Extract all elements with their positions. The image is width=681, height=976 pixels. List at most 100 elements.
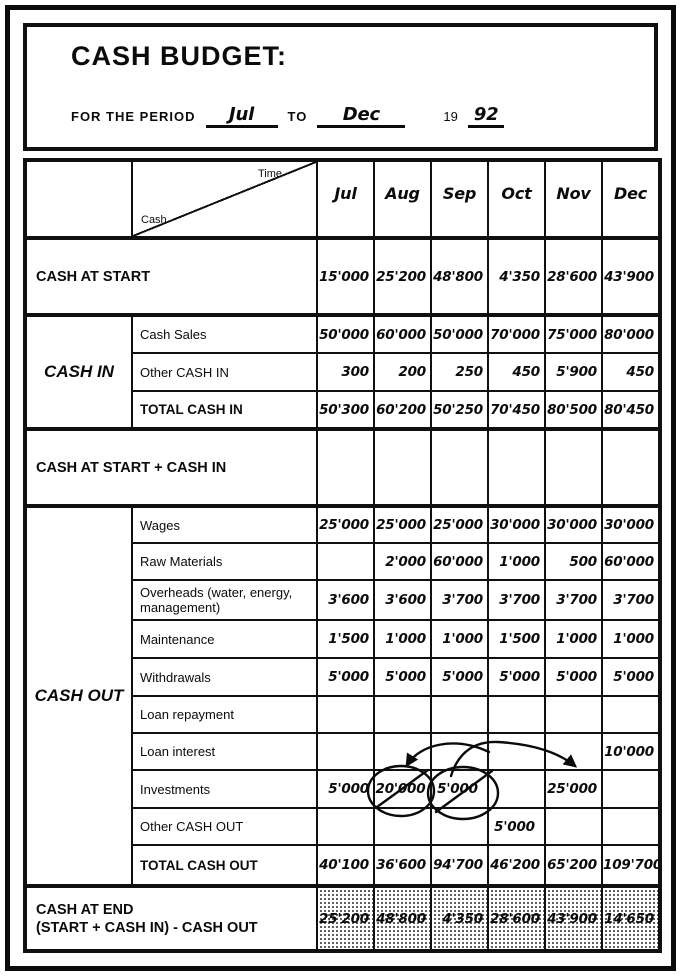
value-cell: 5'000 xyxy=(601,657,661,697)
value-cell-shaded: 48'800 xyxy=(373,884,432,952)
value-cell: 200 xyxy=(373,352,432,392)
month-header-sep: Sep xyxy=(430,159,489,239)
value-cell xyxy=(601,695,661,734)
raw-materials-row: Raw Materials 2'000 60'000 1'000 500 60'… xyxy=(25,542,661,581)
period-from-value: Jul xyxy=(205,105,278,128)
value-cell-shaded: 14'650 xyxy=(601,884,661,952)
table-header-row: Time Cash Jul Aug Sep Oct Nov Dec xyxy=(24,159,661,239)
value-cell: 50'000 xyxy=(430,313,489,354)
other-cash-out-label: Other CASH OUT xyxy=(131,807,318,846)
other-cash-in-label: Other CASH IN xyxy=(131,352,318,392)
value-cell: 15'000 xyxy=(316,236,375,316)
loan-interest-label: Loan interest xyxy=(131,732,318,771)
value-cell: 65'200 xyxy=(544,844,603,887)
value-cell xyxy=(316,807,375,846)
total-cash-in-label: TOTAL CASH IN xyxy=(131,390,318,430)
value-cell: 450 xyxy=(487,352,546,392)
withdrawals-row: Withdrawals 5'000 5'000 5'000 5'000 5'00… xyxy=(25,657,661,697)
value-cell: 60'000 xyxy=(373,313,432,354)
value-cell: 5'000 xyxy=(373,657,432,697)
value-cell: 5'000 xyxy=(430,657,489,697)
start-plus-cash-in-label: CASH AT START + CASH IN xyxy=(24,427,318,507)
value-cell: 2'000 xyxy=(373,542,432,581)
value-cell: 3'600 xyxy=(316,579,375,621)
value-cell: 250 xyxy=(430,352,489,392)
value-cell xyxy=(544,427,603,507)
value-cell xyxy=(544,695,603,734)
value-cell: 50'000 xyxy=(316,313,375,354)
value-cell xyxy=(430,695,489,734)
cash-at-start-row: CASH AT START 15'000 25'200 48'800 4'350… xyxy=(24,236,661,316)
value-cell: 70'000 xyxy=(487,313,546,354)
value-cell xyxy=(316,542,375,581)
value-cell-circled: 20'000 xyxy=(373,769,432,809)
value-cell: 80'000 xyxy=(601,313,661,354)
time-cash-diagonal-cell: Time Cash xyxy=(131,159,318,239)
value-cell: 1'500 xyxy=(487,619,546,659)
month-header-jul: Jul xyxy=(316,159,375,239)
value-cell-shaded: 43'900 xyxy=(544,884,603,952)
value-cell: 30'000 xyxy=(544,504,603,544)
value-cell: 500 xyxy=(544,542,603,581)
outer-frame-border xyxy=(5,5,676,971)
value-cell xyxy=(487,427,546,507)
value-cell: 48'800 xyxy=(430,236,489,316)
cash-axis-label: Cash xyxy=(141,214,167,226)
overheads-label: Overheads (water, energy, management) xyxy=(131,579,318,621)
value-cell xyxy=(487,769,546,809)
loan-repayment-label: Loan repayment xyxy=(131,695,318,734)
value-cell: 5'000 xyxy=(316,657,375,697)
value-cell: 1'000 xyxy=(430,619,489,659)
period-label: FOR THE PERIOD xyxy=(71,109,196,124)
value-cell: 43'900 xyxy=(601,236,661,316)
to-label: TO xyxy=(287,109,308,124)
value-cell: 70'450 xyxy=(487,390,546,430)
value-cell xyxy=(544,732,603,771)
value-cell: 10'000 xyxy=(601,732,661,771)
value-cell xyxy=(430,732,489,771)
raw-materials-label: Raw Materials xyxy=(131,542,318,581)
value-cell: 60'000 xyxy=(601,542,661,581)
loan-repayment-row: Loan repayment xyxy=(25,695,661,734)
value-cell xyxy=(373,732,432,771)
total-cash-out-label: TOTAL CASH OUT xyxy=(131,844,318,887)
value-cell: 80'450 xyxy=(601,390,661,430)
period-line: FOR THE PERIOD Jul TO Dec 19 92 xyxy=(71,105,505,128)
value-cell: 30'000 xyxy=(601,504,661,544)
value-cell: 450 xyxy=(601,352,661,392)
value-cell xyxy=(601,427,661,507)
value-cell: 60'000 xyxy=(430,542,489,581)
value-cell xyxy=(430,807,489,846)
value-cell: 3'700 xyxy=(544,579,603,621)
withdrawals-label: Withdrawals xyxy=(131,657,318,697)
value-cell xyxy=(487,695,546,734)
value-cell xyxy=(373,807,432,846)
value-cell xyxy=(316,427,375,507)
value-cell: 60'200 xyxy=(373,390,432,430)
value-cell-shaded: 4'350 xyxy=(430,884,489,952)
month-header-nov: Nov xyxy=(544,159,603,239)
value-cell xyxy=(373,427,432,507)
total-cash-in-row: TOTAL CASH IN 50'300 60'200 50'250 70'45… xyxy=(25,390,661,430)
cash-sales-row: CASH IN Cash Sales 50'000 60'000 50'000 … xyxy=(24,313,661,430)
start-plus-cash-in-row: CASH AT START + CASH IN xyxy=(24,427,661,507)
year-prefix: 19 xyxy=(443,109,458,124)
value-cell: 1'000 xyxy=(544,619,603,659)
corner-empty-cell xyxy=(24,159,133,239)
value-cell-circled: 5'000 xyxy=(430,769,489,809)
cash-sales-label: Cash Sales xyxy=(131,313,318,354)
cash-at-end-label-line2: (START + CASH IN) - CASH OUT xyxy=(36,919,258,936)
other-cash-in-row: Other CASH IN 300 200 250 450 5'900 450 xyxy=(25,352,661,392)
value-cell: 5'000 xyxy=(487,657,546,697)
value-cell xyxy=(601,769,661,809)
value-cell: 25'000 xyxy=(430,504,489,544)
value-cell: 1'500 xyxy=(316,619,375,659)
value-cell: 46'200 xyxy=(487,844,546,887)
value-cell: 3'700 xyxy=(487,579,546,621)
maintenance-row: Maintenance 1'500 1'000 1'000 1'500 1'00… xyxy=(25,619,661,659)
value-cell: 25'200 xyxy=(373,236,432,316)
investments-label: Investments xyxy=(131,769,318,809)
value-cell xyxy=(601,807,661,846)
value-cell: 75'000 xyxy=(544,313,603,354)
